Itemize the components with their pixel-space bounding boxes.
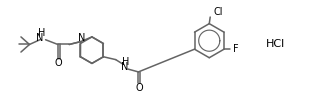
Text: N: N [36,33,43,43]
Text: Cl: Cl [213,7,223,17]
Text: HCl: HCl [266,39,285,49]
Text: F: F [233,44,239,54]
Text: O: O [136,83,143,93]
Text: N: N [78,33,85,43]
Text: O: O [55,58,62,68]
Text: N: N [120,62,128,72]
Text: H: H [122,57,130,67]
Text: H: H [38,28,45,38]
